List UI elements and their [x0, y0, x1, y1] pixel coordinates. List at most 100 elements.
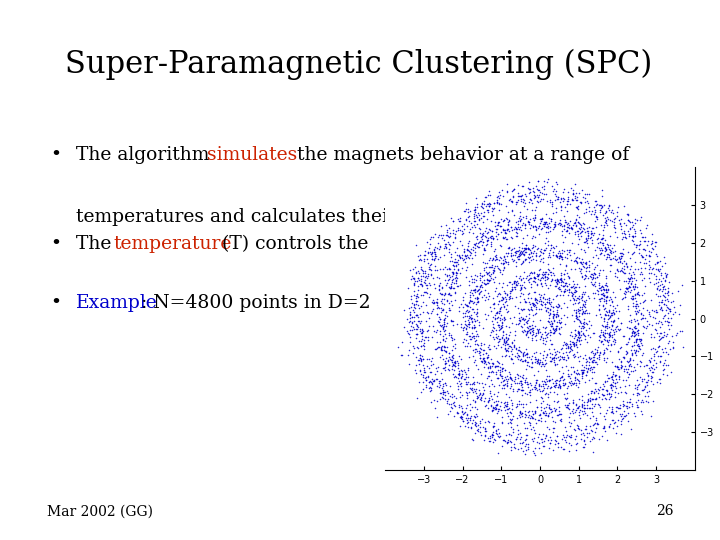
Point [470, 300, 482, 308]
Point [521, 231, 533, 239]
Point [584, 437, 595, 445]
Point [518, 305, 529, 314]
Point [536, 273, 548, 282]
Point [570, 282, 581, 291]
Point [414, 254, 426, 263]
Point [607, 416, 618, 424]
Point [560, 362, 572, 370]
Point [655, 302, 667, 311]
Point [592, 243, 603, 252]
Point [510, 435, 522, 443]
Point [605, 215, 616, 224]
Point [449, 265, 460, 273]
Point [572, 298, 583, 307]
Point [498, 338, 509, 347]
Point [655, 318, 667, 326]
Point [557, 255, 568, 264]
Point [500, 297, 511, 306]
Point [567, 350, 579, 359]
Point [432, 239, 444, 247]
Point [601, 282, 613, 291]
Point [526, 363, 538, 372]
Point [510, 435, 522, 444]
Point [547, 427, 559, 436]
Point [411, 310, 423, 319]
Point [482, 311, 494, 320]
Point [464, 416, 476, 424]
Point [477, 383, 489, 391]
Point [527, 435, 539, 443]
Point [572, 230, 584, 238]
Point [620, 350, 631, 359]
Point [505, 313, 516, 322]
Point [486, 429, 498, 438]
Point [620, 232, 631, 241]
Point [549, 345, 560, 354]
Point [534, 348, 546, 357]
Point [514, 292, 526, 301]
Point [478, 356, 490, 364]
Point [487, 232, 498, 240]
Point [561, 340, 572, 348]
Point [597, 331, 608, 340]
Point [438, 320, 450, 328]
Point [586, 364, 598, 373]
Point [454, 402, 465, 411]
Point [580, 271, 591, 279]
Point [504, 292, 516, 301]
Point [441, 228, 452, 237]
Point [464, 248, 476, 256]
Point [541, 210, 552, 219]
Point [473, 211, 485, 219]
Point [469, 239, 480, 248]
Point [526, 424, 537, 433]
Point [644, 366, 656, 374]
Point [479, 280, 490, 288]
Point [592, 342, 603, 351]
Point [531, 255, 542, 264]
Point [565, 433, 577, 441]
Point [477, 389, 489, 398]
Point [517, 181, 528, 190]
Point [413, 266, 424, 275]
Point [563, 405, 575, 414]
Point [535, 194, 546, 203]
Point [594, 266, 606, 274]
Point [636, 409, 648, 418]
Point [625, 424, 636, 433]
Point [487, 268, 498, 276]
Point [631, 289, 642, 298]
Point [618, 407, 630, 415]
Point [467, 291, 479, 299]
Point [623, 274, 634, 283]
Point [472, 242, 484, 251]
Point [635, 335, 647, 344]
Point [461, 380, 472, 389]
Point [515, 288, 526, 297]
Point [531, 309, 542, 318]
Point [580, 361, 592, 369]
Point [405, 309, 416, 318]
Point [467, 286, 479, 294]
Point [432, 233, 444, 242]
Point [618, 201, 630, 210]
Point [460, 404, 472, 413]
Point [469, 348, 480, 356]
Point [560, 355, 572, 364]
Point [543, 410, 554, 419]
Point [439, 262, 451, 271]
Point [554, 381, 565, 390]
Point [471, 232, 482, 241]
Point [517, 370, 528, 379]
Point [516, 411, 528, 420]
Point [603, 340, 614, 349]
Point [519, 375, 531, 384]
Point [613, 375, 624, 384]
Point [516, 373, 527, 381]
Point [616, 259, 628, 267]
Point [566, 225, 577, 233]
Point [485, 345, 496, 353]
Point [496, 315, 508, 323]
Point [564, 330, 576, 339]
Point [637, 304, 649, 313]
